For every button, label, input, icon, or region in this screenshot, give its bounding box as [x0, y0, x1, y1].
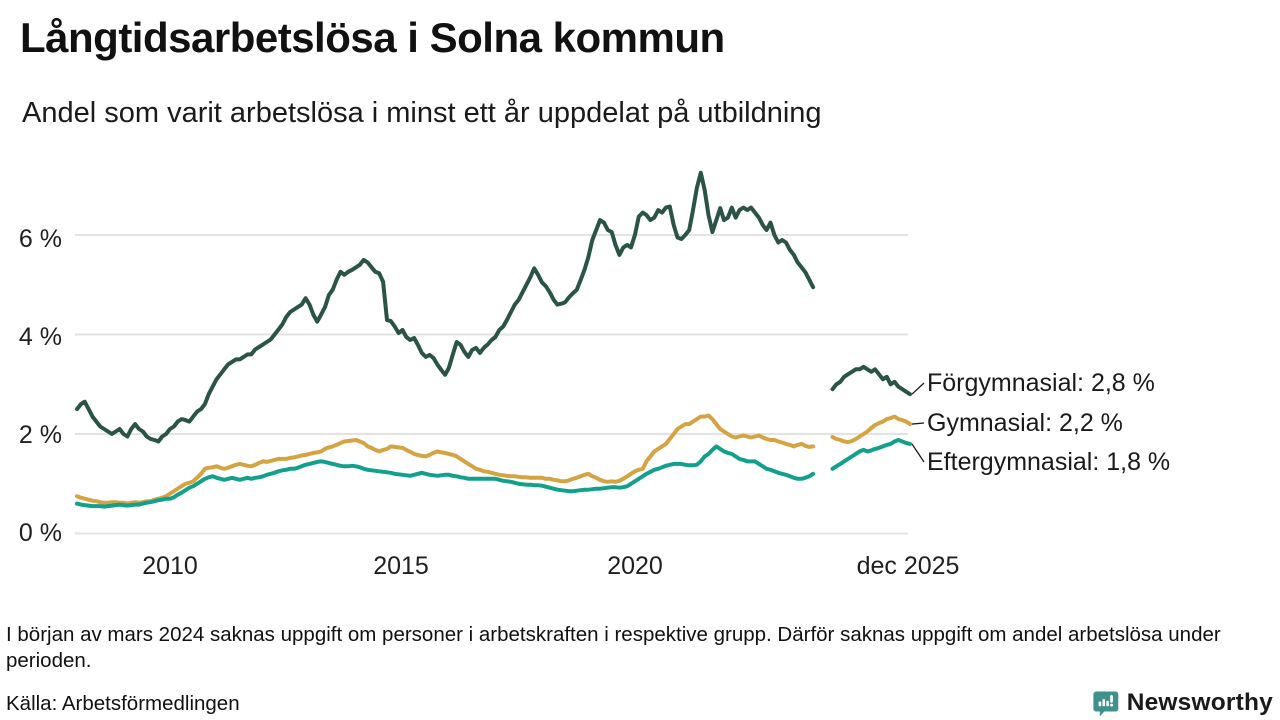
newsworthy-logo-text: Newsworthy [1126, 689, 1273, 716]
newsworthy-logo: Newsworthy [1093, 686, 1273, 720]
series-label-eftergymnasial: Eftergymnasial: 1,8 % [927, 448, 1171, 476]
x-tick-2020: 2020 [607, 552, 663, 580]
y-tick-0: 0 % [18, 519, 62, 547]
y-tick-6: 6 % [18, 225, 62, 253]
series-label-forgymnasial: Förgymnasial: 2,8 % [927, 369, 1155, 397]
source-caption: Källa: Arbetsförmedlingen [6, 692, 240, 715]
series-line-gymnasial [830, 414, 912, 444]
series-line-eftergymnasial [75, 444, 816, 509]
label-connector-gymnasial [911, 422, 925, 425]
label-connector-förgymnasial [911, 382, 925, 395]
x-tick-2010: 2010 [142, 552, 198, 580]
y-tick-4: 4 % [18, 323, 62, 351]
series-label-gymnasial: Gymnasial: 2,2 % [927, 409, 1123, 437]
x-tick-2015: 2015 [373, 552, 429, 580]
series-line-eftergymnasial [830, 438, 912, 471]
series-line-gymnasial [75, 413, 816, 506]
page-subtitle: Andel som varit arbetslösa i minst ett å… [22, 97, 822, 129]
label-connector-eftergymnasial [911, 443, 925, 463]
y-tick-2: 2 % [18, 421, 62, 449]
newsworthy-speech-bubble-chart-icon [1093, 690, 1119, 716]
footnote: I början av mars 2024 saknas uppgift om … [6, 623, 1221, 672]
series-line-förgymnasial [75, 170, 816, 444]
page-title: Långtidsarbetslösa i Solna kommun [20, 14, 725, 61]
series-line-förgymnasial [830, 364, 912, 397]
x-tick-dec-2025: dec 2025 [856, 552, 960, 580]
